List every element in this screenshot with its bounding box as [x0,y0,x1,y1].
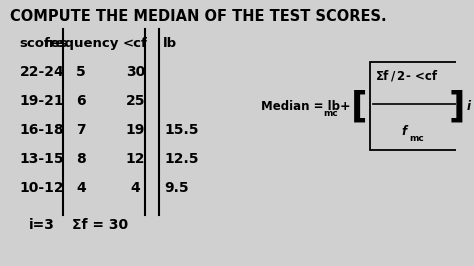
Text: mc: mc [323,109,338,118]
Text: 6: 6 [76,94,86,109]
Text: +: + [340,100,351,113]
Text: /: / [391,70,395,83]
Text: mc: mc [409,134,424,143]
Text: - <cf: - <cf [406,70,438,83]
Text: f: f [401,125,407,138]
Text: 10-12: 10-12 [19,181,64,195]
Text: 9.5: 9.5 [164,181,189,195]
Text: Median = lb: Median = lb [261,100,339,113]
Text: frequency: frequency [43,37,118,50]
Text: lb: lb [163,37,177,50]
Text: 4: 4 [76,181,86,195]
Text: COMPUTE THE MEDIAN OF THE TEST SCORES.: COMPUTE THE MEDIAN OF THE TEST SCORES. [10,9,387,24]
Text: ]: ] [448,90,465,124]
Bar [370,62,465,150]
Text: 4: 4 [131,181,140,195]
Text: 25: 25 [126,94,145,109]
Text: 19-21: 19-21 [19,94,64,109]
Text: 5: 5 [76,65,86,80]
Text: 19: 19 [126,123,145,137]
Text: 8: 8 [76,152,86,166]
Text: 7: 7 [76,123,86,137]
Text: i: i [466,100,470,113]
Text: 13-15: 13-15 [19,152,64,166]
Text: <cf: <cf [123,37,148,50]
Text: i=3: i=3 [28,218,55,232]
Text: scores: scores [19,37,68,50]
Text: 16-18: 16-18 [19,123,64,137]
Text: Σf: Σf [375,70,389,83]
Text: 22-24: 22-24 [19,65,64,80]
Text: [: [ [350,90,367,124]
Text: 2: 2 [396,70,405,83]
Text: Σf = 30: Σf = 30 [72,218,128,232]
Text: 15.5: 15.5 [164,123,199,137]
Text: 30: 30 [126,65,145,80]
Text: 12: 12 [126,152,145,166]
Text: 12.5: 12.5 [164,152,199,166]
